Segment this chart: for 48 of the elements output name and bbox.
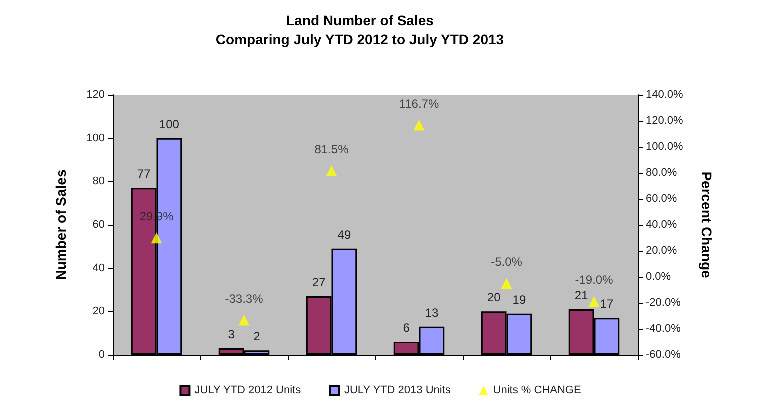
data-label: 77 [137, 167, 152, 182]
chart-title: Land Number of Sales Comparing July YTD 2012 to July YTD 2013 [216, 12, 504, 48]
point [588, 296, 600, 308]
data-label: 13 [425, 306, 439, 320]
y2-tick-label: 60.0% [646, 193, 678, 205]
data-label: 81.5% [314, 142, 350, 157]
y2-tick-label: 0.0% [646, 271, 672, 283]
y2-tick-label: 120.0% [646, 115, 684, 127]
y2-tick-label: 40.0% [646, 219, 678, 231]
data-label: 20 [487, 290, 502, 305]
legend-label: JULY YTD 2013 Units [344, 384, 452, 396]
point [326, 166, 338, 177]
data-label: 3 [228, 328, 236, 342]
data-label: 27 [312, 276, 326, 290]
point [238, 314, 250, 326]
y2-tick-label: 100.0% [646, 141, 684, 153]
y2-tick-label: 80.0% [646, 167, 678, 179]
y2-tick-label: -40.0% [646, 323, 682, 335]
y-tick-label: 40 [92, 262, 105, 274]
y2-tick-label: -20.0% [646, 297, 682, 309]
data-label: -19.0% [575, 273, 614, 288]
legend-label: Units % CHANGE [493, 384, 582, 396]
point [151, 232, 162, 244]
y-tick-label: 20 [92, 306, 105, 318]
data-label: 29.9% [140, 210, 174, 224]
legend-label: JULY YTD 2012 Units [194, 384, 302, 396]
y-tick-label: 100 [86, 132, 105, 144]
y-tick-label: 120 [86, 89, 105, 101]
y-tick-label: 0 [98, 349, 105, 361]
data-label: -33.3% [225, 292, 264, 306]
point [501, 278, 512, 289]
data-label: 17 [600, 297, 614, 312]
y2-tick-label: -60.0% [646, 349, 682, 361]
y-tick-label: 60 [92, 219, 105, 231]
y-tick-label: 80 [92, 176, 105, 188]
y2-tick-label: 20.0% [646, 245, 678, 257]
data-label: 2 [254, 330, 261, 344]
y2-axis-title: Percent Change [699, 172, 715, 279]
data-label: 116.7% [399, 96, 440, 111]
data-label: 49 [338, 228, 352, 242]
data-label: 6 [403, 321, 410, 335]
y-axis-title: Number of Sales [53, 170, 69, 280]
y2-tick-label: 140.0% [646, 89, 684, 101]
data-label: -5.0% [491, 255, 523, 269]
data-label: 19 [512, 292, 526, 307]
data-label: 100 [159, 117, 180, 132]
point [414, 120, 425, 131]
data-label: 21 [574, 288, 589, 302]
